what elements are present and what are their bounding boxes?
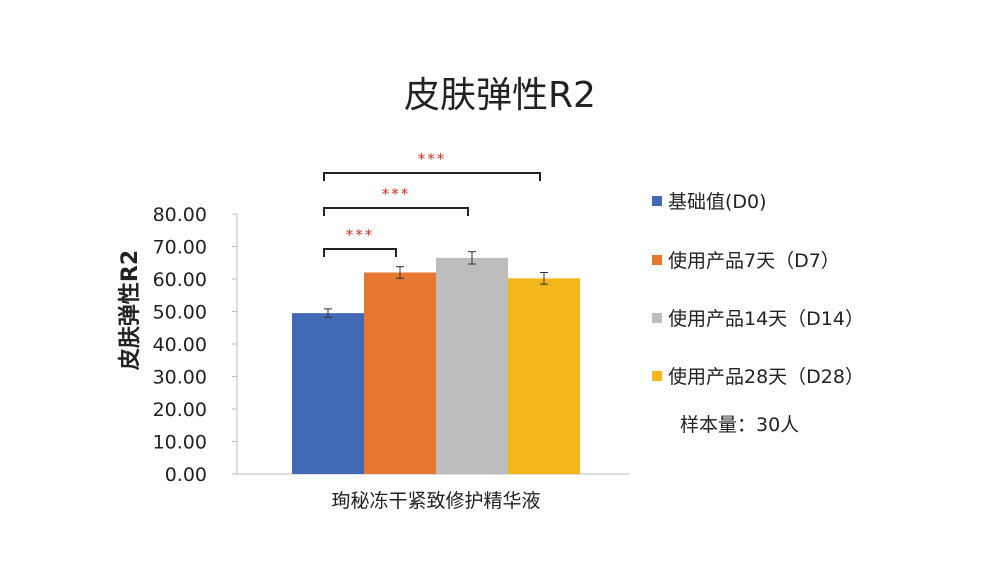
significance-label: *** [382, 185, 411, 203]
legend-swatch [652, 196, 662, 206]
y-tick-label: 80.00 [153, 204, 207, 226]
bar [436, 257, 508, 474]
significance-label: *** [346, 226, 375, 244]
legend-label: 使用产品28天（D28） [668, 366, 864, 388]
y-tick-label: 60.00 [153, 269, 207, 291]
y-tick-label: 10.00 [153, 432, 207, 454]
significance-bracket [323, 207, 469, 216]
legend-label: 使用产品7天（D7） [668, 250, 840, 272]
y-tick-label: 20.00 [153, 399, 207, 421]
y-tick-label: 0.00 [165, 464, 207, 486]
y-axis-label: 皮肤弹性R2 [117, 250, 143, 370]
bar [292, 313, 364, 474]
legend-swatch [652, 313, 662, 323]
sample-size-note: 样本量：30人 [680, 414, 800, 436]
significance-bracket [323, 172, 541, 181]
legend-swatch [652, 371, 662, 381]
chart-title: 皮肤弹性R2 [404, 75, 596, 116]
legend-swatch [652, 255, 662, 265]
significance-label: *** [418, 150, 447, 168]
legend-label: 使用产品14天（D14） [668, 308, 864, 330]
y-tick-label: 50.00 [153, 302, 207, 324]
legend-label: 基础值(D0) [668, 191, 767, 213]
y-tick-label: 70.00 [153, 237, 207, 259]
bar [364, 272, 436, 474]
y-tick-label: 30.00 [153, 367, 207, 389]
y-tick-label: 40.00 [153, 334, 207, 356]
category-label: 珣秘冻干紧致修护精华液 [331, 490, 540, 512]
bar [508, 278, 580, 474]
significance-bracket [323, 248, 397, 257]
